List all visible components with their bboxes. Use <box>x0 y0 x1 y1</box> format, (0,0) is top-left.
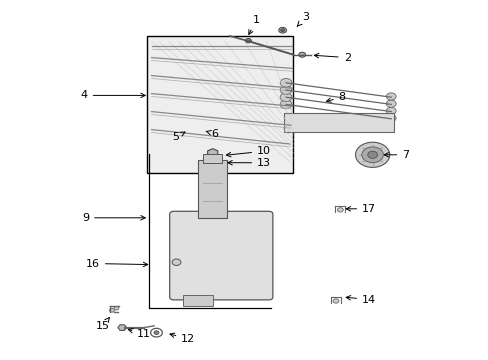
Text: 1: 1 <box>248 15 260 35</box>
Circle shape <box>280 78 291 87</box>
Circle shape <box>280 86 291 94</box>
Circle shape <box>367 151 377 158</box>
Circle shape <box>278 27 286 33</box>
Circle shape <box>386 114 395 122</box>
Circle shape <box>109 309 114 312</box>
Circle shape <box>150 328 162 337</box>
Text: 16: 16 <box>86 258 147 269</box>
Circle shape <box>245 39 251 43</box>
Circle shape <box>355 142 389 167</box>
Text: 11: 11 <box>128 329 151 339</box>
Circle shape <box>337 208 343 212</box>
Circle shape <box>280 29 284 32</box>
Circle shape <box>332 299 338 303</box>
Text: 3: 3 <box>297 12 308 26</box>
Circle shape <box>386 100 395 107</box>
Text: 4: 4 <box>81 90 145 100</box>
Bar <box>183 295 212 306</box>
Text: 17: 17 <box>346 204 375 214</box>
Text: 9: 9 <box>82 213 145 223</box>
Text: 15: 15 <box>96 318 109 331</box>
Circle shape <box>172 259 181 265</box>
Circle shape <box>361 147 383 163</box>
Bar <box>283 113 393 132</box>
Text: 2: 2 <box>314 53 350 63</box>
Text: 13: 13 <box>227 158 270 168</box>
Text: 7: 7 <box>384 150 408 160</box>
Text: 5: 5 <box>172 132 184 142</box>
FancyBboxPatch shape <box>169 211 272 300</box>
Bar <box>146 36 293 173</box>
Circle shape <box>280 100 291 109</box>
Text: 12: 12 <box>170 333 195 344</box>
Text: 8: 8 <box>326 92 345 102</box>
Circle shape <box>386 107 395 114</box>
Circle shape <box>154 331 159 334</box>
Circle shape <box>298 52 305 57</box>
Bar <box>198 160 227 218</box>
Circle shape <box>280 93 291 102</box>
Text: 10: 10 <box>226 146 270 157</box>
Circle shape <box>114 306 119 310</box>
Text: 6: 6 <box>206 129 218 139</box>
Bar <box>203 154 222 163</box>
Text: 14: 14 <box>346 294 375 305</box>
Circle shape <box>386 93 395 100</box>
